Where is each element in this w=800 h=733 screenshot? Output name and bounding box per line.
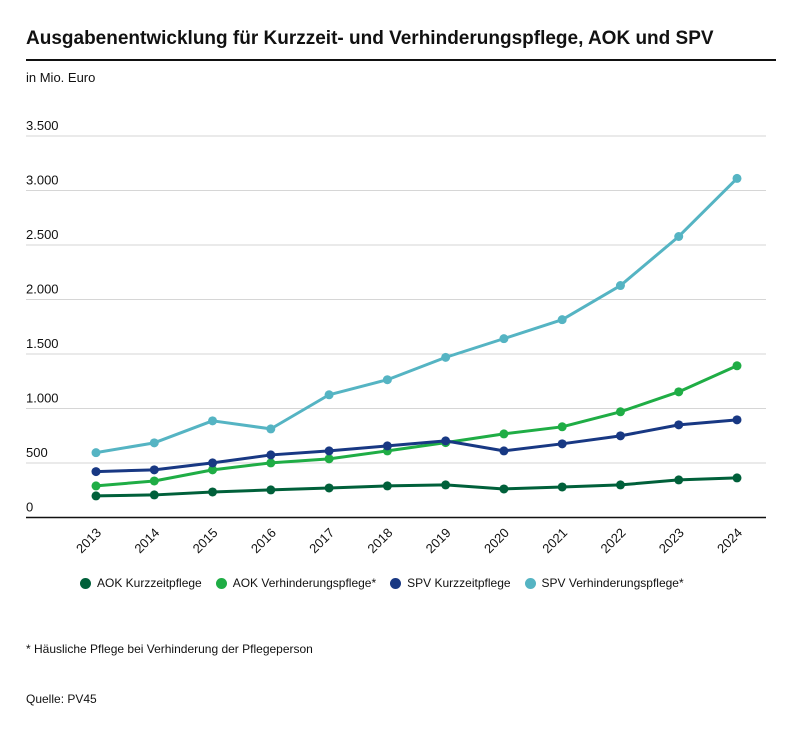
series-line — [95, 476, 738, 498]
legend-label: SPV Kurzzeitpflege — [407, 576, 511, 590]
legend-marker — [390, 577, 402, 589]
x-tick-label: 2015 — [190, 525, 221, 556]
data-point — [208, 416, 218, 426]
series-line — [95, 364, 738, 488]
y-tick-label: 500 — [26, 445, 48, 460]
data-point — [266, 424, 276, 434]
data-point — [149, 438, 159, 448]
y-tick-label: 1.000 — [26, 391, 59, 406]
data-point — [674, 420, 684, 430]
data-point — [441, 436, 451, 446]
data-point — [674, 475, 684, 485]
data-point — [441, 480, 451, 490]
legend-item: SPV Verhinderungspflege* — [524, 576, 684, 590]
data-point — [91, 448, 101, 458]
legend: AOK Kurzzeitpflege AOK Verhinderungspfleg… — [80, 576, 684, 590]
x-tick-label: 2021 — [539, 525, 570, 556]
data-point — [208, 458, 218, 468]
data-point — [557, 315, 567, 325]
data-point — [557, 439, 567, 449]
y-tick-label: 2.000 — [26, 282, 59, 297]
data-point — [615, 281, 625, 291]
data-point — [674, 231, 684, 241]
data-point — [91, 467, 101, 477]
title-rule — [26, 59, 776, 61]
data-point — [499, 334, 509, 344]
data-point — [382, 375, 392, 385]
legend-label: AOK Kurzzeitpflege — [97, 576, 202, 590]
x-tick-label: 2013 — [73, 525, 104, 556]
data-point — [499, 446, 509, 456]
data-point — [615, 480, 625, 490]
legend-marker — [215, 577, 227, 589]
data-point — [266, 450, 276, 460]
data-point — [91, 481, 101, 491]
unit-label: in Mio. Euro — [26, 70, 96, 85]
data-point — [91, 491, 101, 501]
footnote: * Häusliche Pflege bei Verhinderung der … — [26, 642, 313, 656]
chart-title: Ausgabenentwicklung für Kurzzeit- und Ve… — [26, 28, 714, 49]
x-tick-label: 2017 — [306, 525, 337, 556]
legend-item: SPV Kurzzeitpflege — [390, 576, 511, 590]
legend-item: AOK Verhinderungspflege* — [215, 576, 377, 590]
data-point — [674, 387, 684, 397]
legend-label: AOK Verhinderungspflege* — [232, 576, 377, 590]
data-point — [149, 490, 159, 500]
y-tick-label: 2.500 — [26, 227, 59, 242]
x-tick-label: 2016 — [248, 525, 279, 556]
legend-item: AOK Kurzzeitpflege — [80, 576, 202, 590]
data-point — [615, 431, 625, 441]
source: Quelle: PV45 — [26, 692, 97, 706]
data-point — [441, 352, 451, 362]
data-point — [208, 465, 218, 475]
series-line — [95, 418, 738, 474]
x-tick-label: 2020 — [481, 525, 512, 556]
data-point — [382, 441, 392, 451]
data-point — [266, 458, 276, 468]
x-tick-label: 2014 — [131, 525, 162, 556]
data-point — [732, 473, 742, 483]
data-point — [557, 422, 567, 432]
x-tick-label: 2019 — [423, 525, 454, 556]
data-point — [382, 481, 392, 491]
x-tick-label: 2022 — [598, 525, 629, 556]
legend-label: SPV Verhinderungspflege* — [541, 576, 684, 590]
data-point — [732, 173, 742, 183]
data-point — [149, 476, 159, 486]
data-point — [557, 482, 567, 492]
data-point — [266, 485, 276, 495]
y-tick-label: 3.500 — [26, 118, 59, 133]
x-tick-label: 2018 — [364, 525, 395, 556]
data-point — [324, 483, 334, 493]
series-line — [95, 177, 739, 455]
legend-marker — [80, 577, 91, 589]
data-point — [324, 454, 334, 464]
data-point — [615, 407, 625, 417]
data-point — [732, 415, 742, 425]
y-tick-label: 3.000 — [26, 173, 59, 188]
data-point — [499, 429, 509, 439]
data-point — [324, 446, 334, 456]
data-point — [732, 361, 742, 371]
data-point — [324, 390, 334, 400]
y-tick-label: 1.500 — [26, 336, 59, 351]
y-tick-label: 0 — [26, 500, 33, 515]
legend-marker — [524, 577, 536, 589]
data-point — [208, 487, 218, 497]
x-tick-label: 2024 — [714, 525, 745, 556]
data-point — [149, 465, 159, 475]
x-tick-label: 2023 — [656, 525, 687, 556]
data-point — [499, 484, 509, 494]
